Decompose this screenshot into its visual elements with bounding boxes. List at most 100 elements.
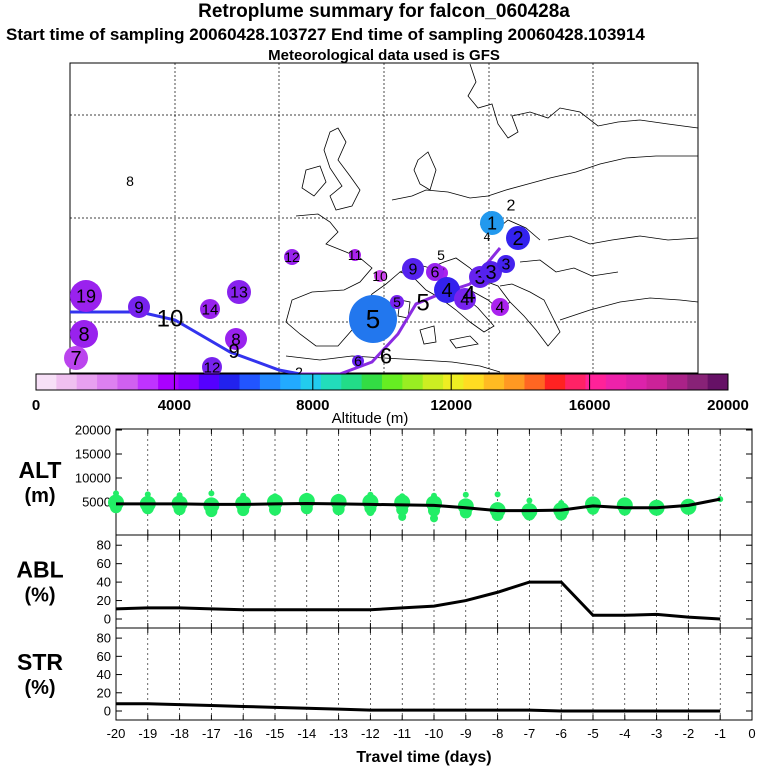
panel-alt: 5000 10000 15000 20000 ALT(m) — [18, 423, 753, 536]
trajectory-purple — [300, 247, 502, 376]
y-tick-label: 15000 — [75, 447, 111, 462]
x-tick-label: -15 — [266, 726, 285, 741]
cluster-dot — [70, 320, 98, 348]
cluster-label: 14 — [202, 301, 219, 318]
str-line — [116, 702, 721, 713]
cluster-marker: 13 — [227, 280, 251, 304]
cluster-dot — [374, 270, 386, 282]
cluster-label: 8 — [231, 330, 240, 349]
colorbar-swatch — [320, 374, 342, 390]
cluster-marker: 4 — [491, 298, 509, 317]
panel-abl: 0 20 40 60 80 ABL(%) — [16, 534, 753, 629]
y-tick-label: 60 — [97, 556, 111, 571]
colorbar-swatch — [585, 374, 607, 390]
cluster-marker: 7 — [64, 346, 88, 370]
x-tick-label: -20 — [107, 726, 126, 741]
y-tick-label: 40 — [97, 667, 111, 682]
x-tick-label: -7 — [524, 726, 536, 741]
cluster-marker: 9 — [228, 341, 239, 363]
colorbar-swatch — [117, 374, 139, 390]
cluster-label: 4 — [462, 281, 475, 308]
colorbar-tick-label: 0 — [32, 397, 40, 414]
colorbar-swatch — [158, 374, 179, 390]
colorbar-swatch — [300, 374, 322, 390]
colorbar-tick-label: 4000 — [158, 397, 191, 414]
colorbar-swatch — [56, 374, 78, 390]
cluster-dot — [434, 277, 460, 303]
cluster-label: 4 — [441, 280, 452, 302]
cluster-dot — [64, 346, 88, 370]
cluster-dot — [349, 249, 361, 261]
cluster-label: 2 — [507, 198, 516, 215]
cluster-label: 8 — [78, 324, 89, 346]
cluster-dot — [70, 280, 102, 312]
colorbar-tick-label: 8000 — [296, 397, 329, 414]
cluster-marker: 4 — [484, 230, 491, 244]
cluster-label: 11 — [348, 247, 363, 263]
y-tick-label: 20 — [97, 685, 111, 700]
cluster-dot — [352, 355, 364, 367]
cluster-marker: 12 — [284, 249, 300, 265]
x-tick-label: -8 — [492, 726, 504, 741]
cluster-dot — [202, 357, 222, 377]
colorbar-swatch — [137, 374, 159, 390]
colorbar-swatch — [239, 374, 261, 390]
colorbar-swatch — [605, 374, 627, 390]
colorbar-swatch — [707, 374, 729, 390]
colorbar-label: Altitude (m) — [332, 410, 409, 427]
cluster-marker: 3 — [497, 255, 515, 274]
x-tick-label: -17 — [202, 726, 221, 741]
altitude-point — [428, 504, 440, 517]
cluster-dot — [426, 263, 444, 281]
cluster-label: 9 — [409, 262, 418, 279]
colorbar-swatch — [341, 374, 363, 390]
cluster-marker: 2 — [507, 198, 516, 215]
cluster-label: 12 — [204, 359, 221, 376]
altitude-point — [208, 490, 215, 497]
altitude-point — [237, 504, 250, 517]
altitude-point — [269, 503, 281, 516]
colorbar-swatch — [97, 374, 118, 390]
panel-ylabel: (%) — [24, 677, 55, 699]
colorbar-swatch — [36, 374, 57, 390]
cluster-dot — [349, 295, 397, 343]
colorbar-swatch — [259, 374, 281, 390]
altitude-point — [459, 506, 472, 519]
panel-ylabel: ABL — [16, 557, 63, 583]
trajectory-blue — [70, 310, 301, 376]
cluster-label: 9 — [134, 298, 143, 317]
y-tick-label: 0 — [104, 704, 111, 719]
cluster-dot — [128, 296, 150, 318]
chart-title: Retroplume summary for falcon_060428a — [198, 1, 570, 22]
colorbar-swatch — [483, 374, 505, 390]
x-tick-label: -14 — [297, 726, 316, 741]
colorbar-swatch — [402, 374, 424, 390]
cluster-label: 5 — [366, 304, 380, 334]
x-tick-label: -10 — [425, 726, 444, 741]
cluster-label: 7 — [70, 348, 81, 370]
cluster-dot — [497, 255, 515, 273]
cluster-label: 4 — [460, 290, 469, 309]
y-tick-label: 5000 — [82, 495, 111, 510]
altitude-point — [173, 503, 186, 516]
colorbar-swatch — [463, 374, 485, 390]
y-tick-label: 0 — [104, 612, 111, 627]
cluster-marker: 8 — [70, 320, 98, 348]
x-axis-label: Travel time (days) — [356, 749, 491, 766]
altitude-point — [618, 503, 631, 516]
map-panel: 1991014138789128121110555667965444333412… — [64, 62, 699, 380]
cluster-label: 1 — [487, 213, 497, 233]
colorbar-swatch — [544, 374, 566, 390]
cluster-marker: 14 — [200, 299, 220, 319]
met-data-text: Meteorological data used is GFS — [268, 47, 500, 64]
x-tick-label: -16 — [234, 726, 253, 741]
cluster-dot — [225, 328, 247, 350]
x-tick-label: -1 — [714, 726, 726, 741]
cluster-label: 4 — [484, 230, 491, 244]
cluster-dot — [200, 299, 220, 319]
y-tick-label: 20 — [97, 593, 111, 608]
mean-altitude-line — [116, 497, 721, 513]
colorbar-swatch — [382, 374, 403, 390]
x-tick-label: -13 — [329, 726, 348, 741]
